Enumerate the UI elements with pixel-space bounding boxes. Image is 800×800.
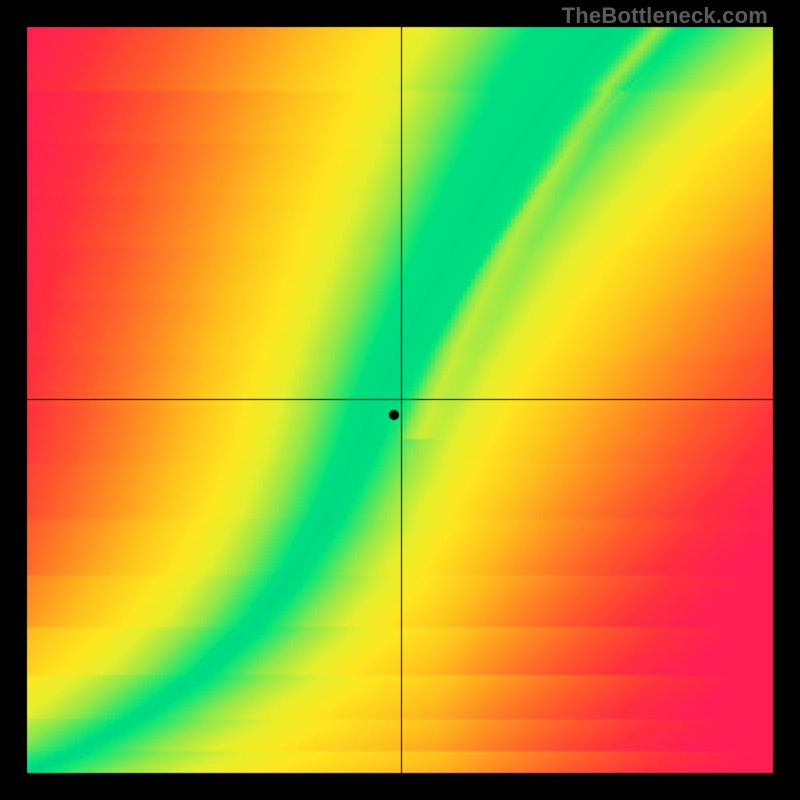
figure-frame: TheBottleneck.com (0, 0, 800, 800)
bottleneck-heatmap-canvas (0, 0, 800, 800)
